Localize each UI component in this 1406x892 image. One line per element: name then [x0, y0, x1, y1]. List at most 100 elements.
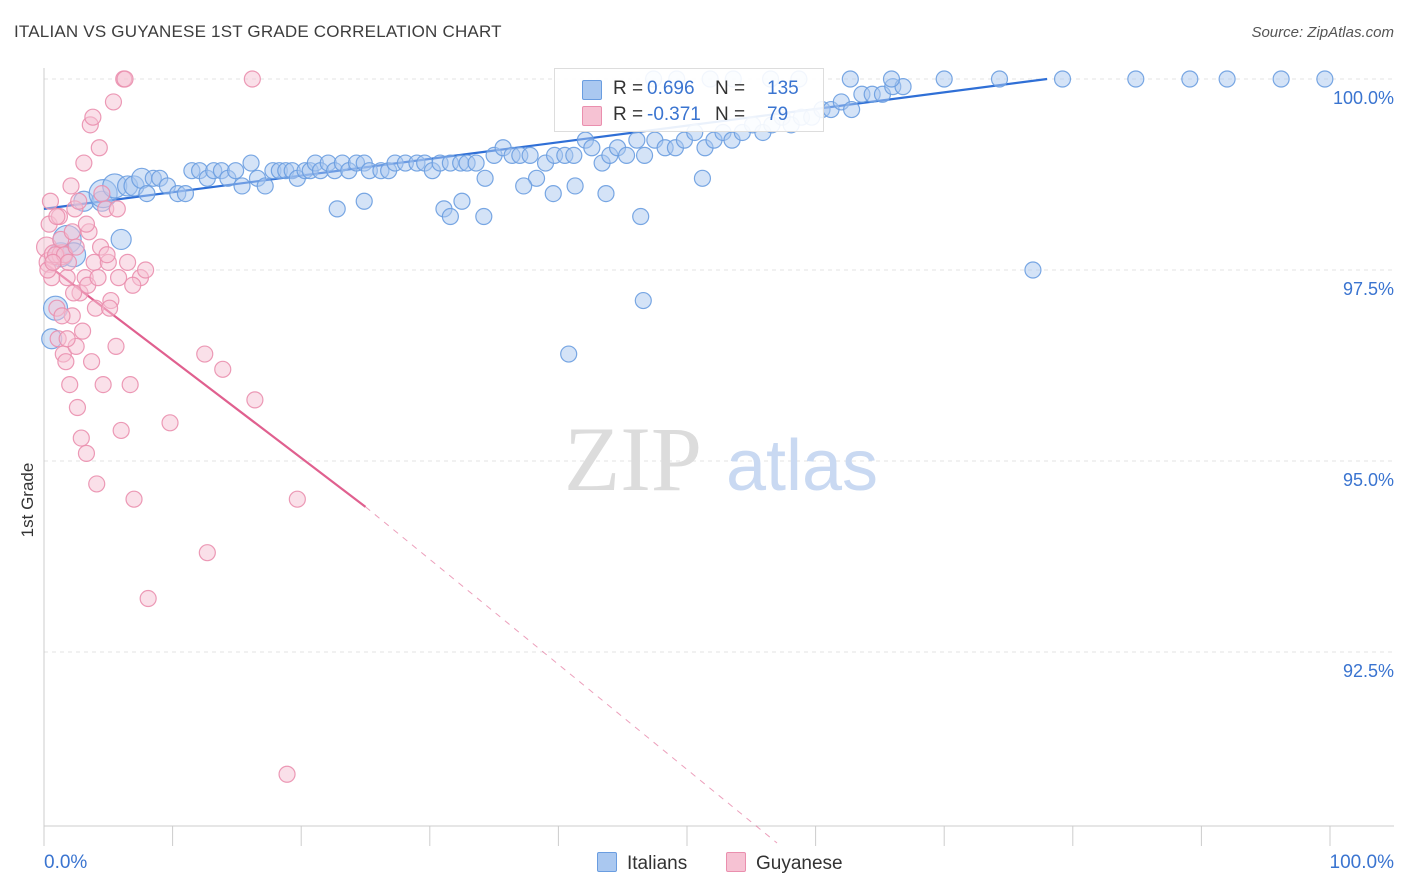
- italians-point: [1127, 70, 1145, 88]
- italians-point: [560, 345, 578, 363]
- italians-point: [990, 70, 1009, 88]
- correlation-legend: R = 0.696 N = 135 R = -0.371 N = 79: [554, 68, 824, 132]
- italians-point: [632, 207, 650, 226]
- italians-point: [515, 177, 533, 195]
- italians-point: [843, 100, 861, 119]
- guyanese-r-label: R =: [613, 104, 644, 125]
- italians-point: [634, 291, 652, 310]
- guyanese-point: [58, 269, 76, 287]
- guyanese-point: [44, 253, 62, 271]
- italians-point: [527, 169, 546, 187]
- italians-point: [1218, 70, 1236, 88]
- guyanese-point: [107, 337, 125, 355]
- italians-point: [628, 131, 646, 149]
- guyanese-legend-swatch-icon: [726, 852, 746, 872]
- guyanese-point: [68, 398, 87, 417]
- guyanese-point: [67, 238, 85, 256]
- italians-point: [1024, 261, 1042, 279]
- italians-legend-swatch-icon: [597, 852, 617, 872]
- guyanese-point: [75, 154, 93, 172]
- italians-point: [475, 207, 493, 226]
- guyanese-point: [94, 376, 112, 394]
- guyanese-point: [89, 269, 107, 287]
- italians-n-label: N =: [715, 78, 746, 99]
- guyanese-point: [98, 246, 116, 264]
- y-tick-label: 92.5%: [1342, 661, 1394, 681]
- guyanese-r-value: -0.371: [647, 104, 701, 125]
- italians-point: [521, 146, 539, 164]
- guyanese-point: [77, 215, 96, 233]
- guyanese-point: [112, 421, 130, 440]
- italians-point: [1272, 70, 1290, 88]
- italians-point: [544, 185, 562, 203]
- italians-point: [476, 169, 494, 187]
- guyanese-point: [116, 70, 134, 88]
- guyanese-point: [246, 391, 264, 409]
- italians-point: [617, 146, 636, 164]
- guyanese-point: [278, 765, 296, 783]
- y-tick-label: 100.0%: [1332, 88, 1394, 108]
- guyanese-point: [196, 345, 214, 363]
- italians-r-label: R =: [613, 78, 644, 99]
- italians-point: [242, 154, 260, 172]
- italians-point: [1053, 70, 1072, 88]
- guyanese-point: [139, 589, 157, 608]
- guyanese-point: [104, 93, 123, 111]
- watermark-zip: ZIP: [564, 408, 702, 510]
- italians-point: [693, 169, 712, 187]
- italians-point: [635, 146, 654, 164]
- italians-trend-line: [43, 77, 1048, 210]
- guyanese-point: [109, 269, 128, 287]
- italians-point: [355, 192, 373, 210]
- bottom-legend-italians: Italians: [597, 852, 687, 875]
- italians-n-value: 135: [767, 78, 799, 99]
- guyanese-point: [108, 200, 126, 218]
- guyanese-point: [72, 429, 90, 447]
- italians-point: [935, 70, 953, 88]
- x-tick-label-min: 0.0%: [44, 852, 88, 873]
- guyanese-point: [73, 322, 92, 340]
- guyanese-point: [121, 376, 139, 394]
- italians-point: [467, 154, 485, 172]
- guyanese-point: [63, 223, 81, 241]
- italians-point: [1316, 70, 1334, 88]
- legend-row-italians: R = 0.696 N = 135: [555, 75, 823, 101]
- guyanese-point: [288, 490, 306, 508]
- italians-point: [453, 192, 471, 210]
- italians-point: [256, 177, 274, 195]
- guyanese-point: [136, 261, 155, 279]
- guyanese-point: [64, 284, 83, 302]
- guyanese-point: [84, 108, 102, 126]
- guyanese-point: [53, 307, 71, 325]
- guyanese-point: [100, 299, 119, 317]
- axes: [43, 68, 1394, 846]
- italians-point: [176, 185, 195, 203]
- guyanese-point: [198, 544, 216, 562]
- guyanese-point: [161, 414, 179, 432]
- guyanese-point: [90, 139, 108, 157]
- guyanese-point: [118, 253, 137, 271]
- guyanese-point: [82, 353, 101, 371]
- italians-point: [233, 177, 251, 195]
- italians-point: [1181, 70, 1199, 88]
- chart-title: ITALIAN VS GUYANESE 1ST GRADE CORRELATIO…: [14, 22, 502, 41]
- x-tick-label-max: 100.0%: [1329, 852, 1394, 873]
- guyanese-trend-extension: [365, 506, 778, 844]
- guyanese-trend-line: [43, 261, 367, 508]
- watermark-atlas: atlas: [726, 426, 878, 506]
- guyanese-point: [58, 330, 76, 348]
- italians-point: [138, 185, 156, 203]
- data-points: [35, 70, 1334, 783]
- guyanese-point: [77, 444, 96, 462]
- guyanese-point: [124, 276, 142, 294]
- italians-swatch-icon: [582, 80, 602, 100]
- italians-point: [110, 228, 132, 251]
- guyanese-point: [214, 360, 232, 378]
- legend-row-guyanese: R = -0.371 N = 79: [555, 101, 823, 127]
- italians-point: [227, 162, 245, 180]
- y-tick-label: 95.0%: [1342, 470, 1394, 490]
- italians-point: [597, 185, 615, 203]
- guyanese-point: [93, 185, 111, 203]
- y-tick-label: 97.5%: [1342, 279, 1394, 299]
